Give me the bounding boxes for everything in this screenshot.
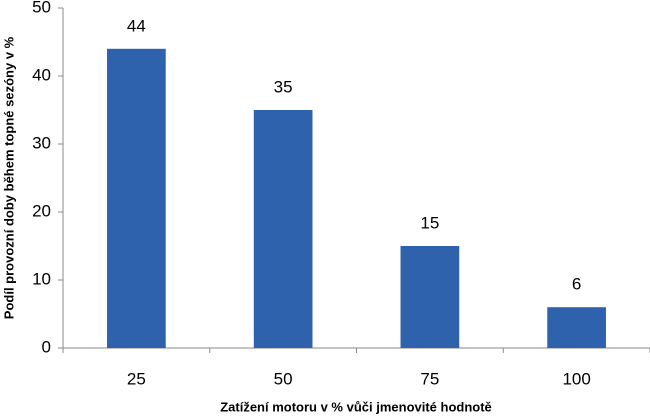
bar bbox=[547, 307, 606, 348]
x-tick-label: 25 bbox=[127, 369, 146, 388]
y-tick-label: 0 bbox=[42, 337, 51, 356]
y-tick-label: 20 bbox=[32, 201, 51, 220]
bar bbox=[400, 246, 460, 348]
x-tick-label: 100 bbox=[562, 369, 590, 388]
bar bbox=[107, 48, 166, 349]
y-tick-label: 10 bbox=[32, 269, 51, 288]
data-label: 35 bbox=[274, 77, 293, 96]
y-tick-label: 50 bbox=[32, 0, 51, 16]
x-tick-label: 75 bbox=[420, 369, 439, 388]
data-label: 6 bbox=[572, 275, 581, 294]
x-tick-label: 50 bbox=[274, 369, 293, 388]
y-axis-title: Podíl provozní doby během topné sezóny v… bbox=[1, 36, 16, 319]
data-label: 15 bbox=[420, 213, 439, 232]
data-label: 44 bbox=[127, 16, 146, 35]
y-tick-label: 40 bbox=[32, 65, 51, 84]
y-tick-label: 30 bbox=[32, 133, 51, 152]
bar bbox=[253, 110, 313, 348]
x-axis-title: Zatížení motoru v % vůči jmenovité hodno… bbox=[220, 399, 492, 414]
